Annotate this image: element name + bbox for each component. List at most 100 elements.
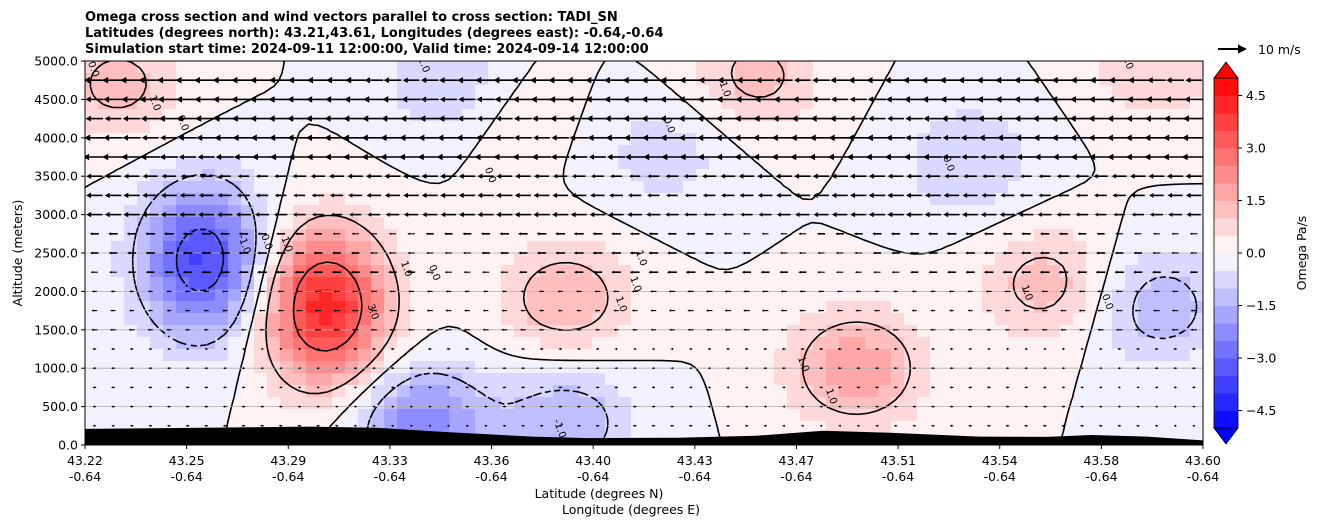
omega-cell: [657, 85, 671, 98]
wind-vector-head: [1051, 115, 1058, 122]
omega-cell: [722, 397, 736, 410]
wind-vector: [537, 270, 546, 274]
omega-cell: [553, 289, 567, 302]
omega-cell: [709, 313, 723, 326]
omega-cell: [1008, 265, 1022, 278]
wind-vector-head: [1088, 96, 1095, 103]
omega-cell: [852, 361, 866, 374]
omega-cell: [1060, 373, 1074, 386]
omega-cell: [462, 169, 476, 182]
omega-cell: [696, 313, 710, 326]
wind-vector-head: [231, 76, 238, 84]
omega-cell: [917, 313, 931, 326]
omega-cell: [774, 421, 788, 434]
wind-vector: [1108, 76, 1130, 84]
omega-cell: [371, 289, 385, 302]
wind-vector-head: [980, 212, 986, 218]
wind-vector-head: [905, 211, 911, 218]
wind-vector: [333, 309, 340, 312]
wind-vector: [1145, 96, 1168, 103]
omega-cell: [501, 109, 515, 122]
omega-cell: [384, 229, 398, 242]
omega-cell: [852, 133, 866, 146]
omega-cell: [436, 409, 450, 422]
omega-cell: [787, 397, 801, 410]
wind-vector-head: [1153, 232, 1156, 236]
omega-cell: [176, 385, 190, 398]
omega-cell: [527, 133, 541, 146]
wind-vector-head: [307, 76, 314, 84]
wind-vector-head: [685, 270, 689, 274]
wind-vector-head: [365, 173, 371, 179]
omega-cell: [839, 361, 853, 374]
omega-cell: [943, 337, 957, 350]
wind-vector: [403, 192, 419, 198]
omega-cell: [956, 241, 970, 254]
omega-cell: [319, 229, 333, 242]
wind-vector-head: [835, 232, 838, 236]
wind-vector-head: [868, 192, 874, 199]
omega-cell: [189, 217, 203, 230]
omega-cell: [306, 325, 320, 338]
omega-cell: [839, 277, 853, 290]
omega-cell: [722, 325, 736, 338]
wind-vector-head: [1077, 232, 1081, 236]
omega-cell: [280, 133, 294, 146]
wind-vector: [199, 174, 213, 179]
wind-vector: [981, 193, 996, 198]
omega-cell: [943, 157, 957, 170]
omega-cell: [345, 181, 359, 194]
omega-cell: [592, 157, 606, 170]
omega-cell: [1099, 349, 1113, 362]
omega-cell: [384, 373, 398, 386]
omega-cell: [722, 121, 736, 134]
omega-cell: [319, 61, 333, 74]
wind-vector: [1004, 290, 1011, 293]
omega-cell: [657, 193, 671, 206]
omega-cell: [319, 313, 333, 326]
wind-vector-head: [958, 96, 965, 103]
omega-cell: [761, 265, 775, 278]
wind-vector-head: [457, 115, 464, 122]
wind-vector-head: [846, 153, 853, 161]
omega-cell: [1099, 157, 1113, 170]
omega-cell: [761, 337, 775, 350]
omega-cell: [1138, 385, 1152, 398]
omega-cell: [1008, 385, 1022, 398]
wind-vector: [667, 270, 677, 274]
omega-cell: [969, 361, 983, 374]
omega-cell: [189, 361, 203, 374]
omega-cell: [1086, 277, 1100, 290]
wind-vector-head: [287, 134, 294, 142]
omega-cell: [254, 61, 268, 74]
wind-vector-head: [775, 173, 781, 179]
omega-cell: [826, 61, 840, 74]
wind-vector-head: [104, 192, 110, 199]
omega-cell: [319, 325, 333, 338]
wind-vector-head: [605, 134, 612, 142]
wind-vector: [1167, 192, 1183, 198]
omega-cell: [332, 253, 346, 266]
wind-vector-head: [444, 232, 447, 236]
omega-cell: [1112, 361, 1126, 374]
wind-vector-head: [794, 77, 800, 83]
omega-cell: [163, 169, 177, 182]
wind-vector-head: [798, 232, 801, 236]
omega-cell: [1112, 349, 1126, 362]
wind-vector: [1021, 270, 1031, 274]
wind-vector-head: [589, 212, 595, 218]
wind-vector-head: [292, 212, 297, 217]
omega-cell: [852, 181, 866, 194]
omega-cell: [358, 73, 372, 86]
omega-cell: [163, 361, 177, 374]
omega-cell: [917, 289, 931, 302]
omega-cell: [696, 205, 710, 218]
omega-cell: [995, 397, 1009, 410]
wind-vector: [458, 96, 476, 103]
omega-cell: [657, 301, 671, 314]
omega-cell: [891, 217, 905, 230]
omega-cell: [553, 349, 567, 362]
wind-vector: [1077, 232, 1087, 236]
omega-cell: [410, 325, 424, 338]
omega-cell: [930, 229, 944, 242]
